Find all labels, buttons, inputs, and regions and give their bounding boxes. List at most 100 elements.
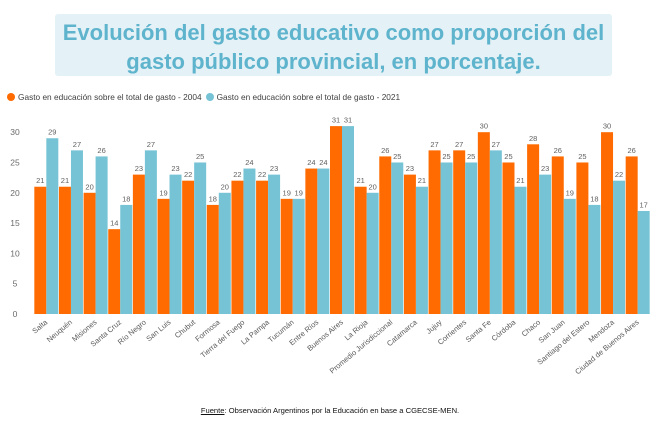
data-label-2004: 30: [603, 122, 611, 131]
bar-2004[interactable]: [527, 144, 540, 314]
bar-2004[interactable]: [83, 192, 96, 314]
x-tick-label: Córdoba: [490, 317, 518, 343]
bar-2021[interactable]: [70, 150, 83, 314]
bar-2004[interactable]: [502, 162, 515, 314]
bar-2021[interactable]: [415, 186, 428, 314]
x-tick-label: San Luis: [144, 317, 172, 343]
bar-2021[interactable]: [120, 204, 133, 314]
bar-2004[interactable]: [354, 186, 367, 314]
y-tick-label: 30: [10, 127, 20, 137]
data-label-2004: 27: [455, 140, 463, 149]
data-label-2004: 26: [628, 146, 636, 155]
bar-2021[interactable]: [465, 162, 478, 314]
data-label-2021: 20: [368, 182, 376, 191]
source-note: Fuente: Observación Argentinos por la Ed…: [0, 405, 660, 417]
data-label-2021: 20: [221, 182, 229, 191]
data-label-2021: 21: [516, 176, 524, 185]
data-label-2004: 14: [110, 219, 118, 228]
data-label-2021: 29: [48, 128, 56, 137]
y-tick-label: 15: [10, 218, 20, 228]
legend-swatch-2004: [7, 93, 15, 101]
data-label-2004: 22: [258, 170, 266, 179]
bar-2004[interactable]: [157, 198, 170, 314]
data-label-2004: 21: [36, 176, 44, 185]
bar-2021[interactable]: [489, 150, 502, 314]
bar-2021[interactable]: [440, 162, 453, 314]
bar-2021[interactable]: [194, 162, 207, 314]
bar-2004[interactable]: [58, 186, 71, 314]
bar-2004[interactable]: [182, 180, 195, 314]
legend-label-2021: Gasto en educación sobre el total de gas…: [216, 92, 401, 102]
legend-item-2021[interactable]: Gasto en educación sobre el total de gas…: [205, 92, 401, 102]
bar-2004[interactable]: [379, 156, 392, 314]
data-label-2021: 17: [640, 200, 648, 209]
x-tick-label: Jujuy: [424, 317, 443, 335]
bar-2004[interactable]: [256, 180, 269, 314]
bar-2004[interactable]: [206, 204, 219, 314]
y-tick-label: 20: [10, 188, 20, 198]
bar-2004[interactable]: [330, 126, 342, 315]
chart-legend: Gasto en educación sobre el total de gas…: [7, 91, 404, 103]
bar-2004[interactable]: [477, 132, 490, 314]
data-label-2004: 21: [61, 176, 69, 185]
bar-2021[interactable]: [243, 168, 256, 314]
data-label-2004: 25: [504, 152, 512, 161]
bar-2021[interactable]: [169, 174, 182, 314]
bar-2021[interactable]: [218, 192, 231, 314]
bar-2021[interactable]: [342, 126, 354, 315]
data-label-2004: 19: [159, 188, 167, 197]
bar-2021[interactable]: [317, 168, 330, 314]
legend-item-2004[interactable]: Gasto en educación sobre el total de gas…: [7, 92, 202, 102]
data-label-2021: 25: [442, 152, 450, 161]
bar-2021[interactable]: [563, 198, 576, 314]
data-label-2004: 19: [283, 188, 291, 197]
bar-2004[interactable]: [132, 174, 145, 314]
bar-2004[interactable]: [231, 180, 244, 314]
bar-2021[interactable]: [292, 198, 305, 314]
bar-2004[interactable]: [280, 198, 293, 314]
bar-2021[interactable]: [144, 150, 157, 314]
legend-swatch-2021: [205, 93, 214, 101]
data-label-2021: 22: [615, 170, 623, 179]
data-label-2021: 25: [467, 152, 475, 161]
data-label-2021: 23: [171, 164, 179, 173]
data-label-2004: 27: [430, 140, 438, 149]
bar-2004[interactable]: [601, 132, 614, 314]
chart-title: Evolución del gasto educativo como propo…: [55, 14, 612, 76]
data-label-2021: 27: [492, 140, 500, 149]
data-label-2021: 24: [319, 158, 327, 167]
bar-2021[interactable]: [637, 210, 650, 314]
data-label-2021: 23: [270, 164, 278, 173]
data-label-2021: 24: [245, 158, 253, 167]
bar-2004[interactable]: [576, 162, 589, 314]
data-label-2004: 28: [529, 134, 537, 143]
data-label-2021: 27: [147, 140, 155, 149]
bar-2021[interactable]: [588, 204, 601, 314]
bar-2004[interactable]: [403, 174, 416, 314]
data-label-2004: 30: [480, 122, 488, 131]
bar-2004[interactable]: [34, 186, 47, 314]
bar-2004[interactable]: [428, 150, 441, 314]
bar-2004[interactable]: [551, 156, 564, 314]
data-label-2021: 18: [122, 194, 130, 203]
data-label-2021: 21: [418, 176, 426, 185]
x-tick-label: Neuquén: [45, 318, 74, 344]
bar-2021[interactable]: [268, 174, 281, 314]
bar-2021[interactable]: [46, 138, 59, 314]
bar-2021[interactable]: [539, 174, 552, 314]
data-label-2004: 26: [554, 146, 562, 155]
y-tick-label: 5: [13, 279, 18, 289]
bar-2004[interactable]: [453, 150, 466, 314]
bar-2004[interactable]: [305, 168, 318, 314]
bar-2021[interactable]: [95, 156, 108, 314]
bar-2004[interactable]: [108, 229, 121, 314]
y-tick-label: 0: [13, 309, 18, 319]
data-label-2021: 25: [393, 152, 401, 161]
data-label-2021: 25: [196, 152, 204, 161]
bar-2004[interactable]: [625, 156, 638, 314]
bar-2021[interactable]: [613, 180, 626, 314]
bar-2021[interactable]: [366, 192, 379, 314]
bar-2021[interactable]: [391, 162, 404, 314]
bars: [34, 126, 650, 315]
bar-2021[interactable]: [514, 186, 527, 314]
